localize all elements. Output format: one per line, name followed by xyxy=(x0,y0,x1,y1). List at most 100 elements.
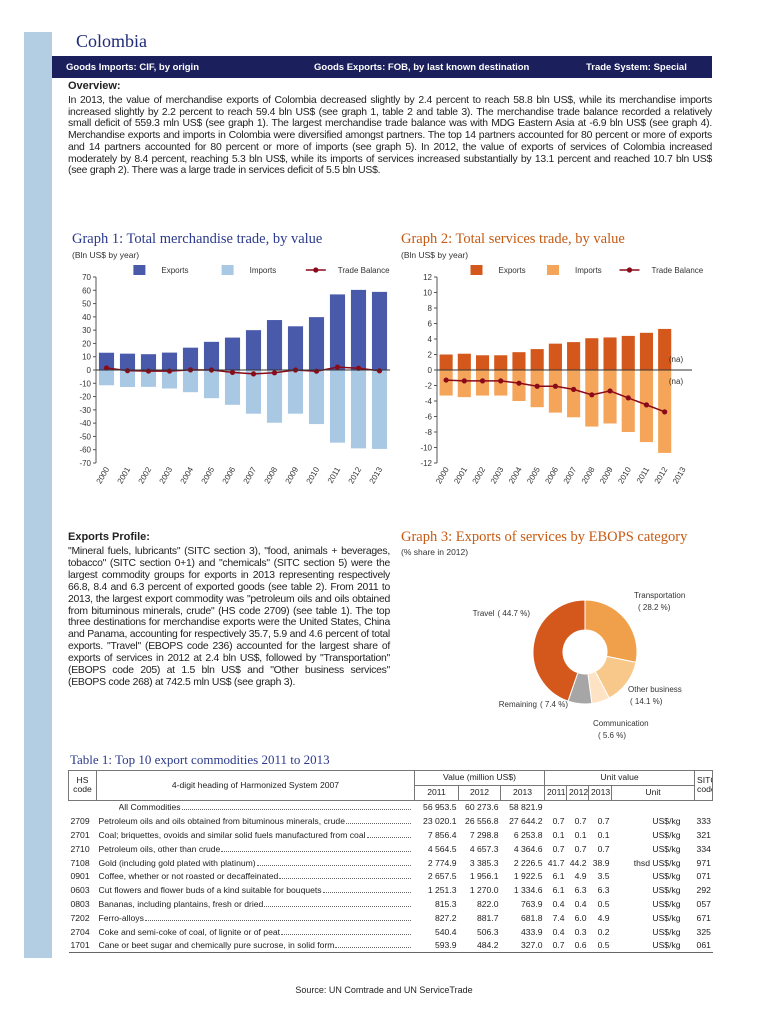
y-tick-label: 30 xyxy=(82,326,91,335)
bar xyxy=(182,370,199,393)
table-row: 2709 Petroleum oils and oils obtained fro… xyxy=(69,814,713,828)
unit: US$/kg xyxy=(652,912,681,923)
x-tick-label: 2013 xyxy=(671,465,688,485)
slice-value-label: ( 44.7 %) xyxy=(498,609,531,618)
bar xyxy=(639,332,654,370)
point xyxy=(103,365,110,371)
x-tick-label: 2005 xyxy=(200,465,217,485)
heading-cell: Coal; briquettes, ovoids and similar sol… xyxy=(97,828,415,842)
header-row: HS code 4-digit heading of Harmonized Sys… xyxy=(68,770,714,801)
heading-cell: Cane or beet sugar and chemically pure s… xyxy=(97,939,415,953)
y-tick-label: -60 xyxy=(79,446,91,455)
value: 484.2 xyxy=(476,940,499,951)
y-tick-label: -12 xyxy=(420,459,432,468)
unit-value: 6.3 xyxy=(574,885,587,896)
leader: Cane or beet sugar and chemically pure s… xyxy=(99,940,413,950)
legend-swatch xyxy=(470,265,483,275)
unit: US$/kg xyxy=(652,843,681,854)
heading: Gold (including gold plated with platinu… xyxy=(98,857,256,868)
value: 2 226.5 xyxy=(513,857,543,868)
slice-value-label: ( 7.4 %) xyxy=(540,700,568,709)
value: 815.3 xyxy=(434,899,457,910)
exports-profile-text: "Mineral fuels, lubricants" (SITC sectio… xyxy=(68,546,390,688)
bar xyxy=(567,370,581,418)
value: 2 657.5 xyxy=(427,871,457,882)
value: 1 922.5 xyxy=(513,871,543,882)
bar xyxy=(603,370,617,424)
x-tick-label: 2013 xyxy=(368,465,385,485)
graph-title: Graph 3: Exports of services by EBOPS ca… xyxy=(401,529,688,545)
heading: Petroleum oils, other than crude xyxy=(98,843,221,854)
value: 822.0 xyxy=(476,899,499,910)
x-tick-label: 2003 xyxy=(158,465,175,485)
slice-label: Travel( 44.7 %) xyxy=(473,609,531,618)
unit-value: 0.1 xyxy=(597,830,610,841)
legend-label: Trade Balance xyxy=(652,266,704,275)
bar xyxy=(439,370,453,396)
value: 58 821.9 xyxy=(509,802,543,813)
bar xyxy=(98,370,115,386)
heading-cell: Gold (including gold plated with platinu… xyxy=(97,856,415,870)
leader: All Commodities xyxy=(119,802,413,812)
value: 7 856.4 xyxy=(427,830,457,841)
table-row: 0603 Cut flowers and flower buds of a kin… xyxy=(69,883,713,897)
x-tick-label: 2011 xyxy=(635,465,652,485)
x-tick-label: 2010 xyxy=(616,465,633,485)
y-tick-label: 0 xyxy=(428,366,433,375)
donut-slice xyxy=(532,599,586,702)
table-row: 2704 Coke and semi-coke of coal, of ligni… xyxy=(69,925,713,939)
unit: US$/kg xyxy=(652,926,681,937)
hs-code: 0803 xyxy=(70,899,90,910)
x-tick-label: 2007 xyxy=(242,465,259,485)
point xyxy=(124,368,131,374)
bar xyxy=(371,370,388,449)
y-tick-label: -70 xyxy=(79,459,91,468)
y-tick-label: -10 xyxy=(79,379,91,388)
heading: Ferro-alloys xyxy=(98,912,144,923)
y-tick-label: -2 xyxy=(425,382,433,391)
legend-swatch xyxy=(547,265,559,275)
unit-value: 0.7 xyxy=(552,940,565,951)
table-title: Table 1: Top 10 export commodities 2011 … xyxy=(70,752,330,767)
commodities-table: HS code 4-digit heading of Harmonized Sys… xyxy=(68,770,714,954)
bar xyxy=(567,342,581,370)
year-header: 2013 xyxy=(588,784,613,801)
cell xyxy=(69,800,97,814)
sitc-code: 971 xyxy=(696,857,711,868)
x-tick-label: 2006 xyxy=(221,465,238,485)
bar xyxy=(203,370,220,399)
unit: US$/kg xyxy=(652,885,681,896)
cell xyxy=(567,800,589,814)
heading: All Commodities xyxy=(118,802,181,813)
hs-code: 0901 xyxy=(70,871,90,882)
sitc-code: 334 xyxy=(696,843,711,854)
bar xyxy=(621,370,635,432)
x-tick-label: 2012 xyxy=(653,465,670,485)
value: 1 270.0 xyxy=(469,885,499,896)
y-tick-label: 50 xyxy=(82,300,91,309)
heading: Coal; briquettes, ovoids and similar sol… xyxy=(98,830,366,841)
bar xyxy=(585,370,599,427)
value: 827.2 xyxy=(434,912,457,923)
value: 540.4 xyxy=(434,926,457,937)
bar xyxy=(548,343,562,370)
heading-cell: Cut flowers and flower buds of a kind su… xyxy=(97,883,415,897)
leader: Petroleum oils and oils obtained from bi… xyxy=(99,816,413,826)
y-tick-label: 0 xyxy=(87,366,92,375)
sitc-code: 325 xyxy=(696,926,711,937)
chart: -70 -60 -50 -40 -30 -20 -10 0 10 20 30 40 50 60 70 Expo… xyxy=(79,265,390,485)
x-tick-label: 2000 xyxy=(434,465,451,485)
slice-label: Other business xyxy=(628,685,682,694)
leader: Gold (including gold plated with platinu… xyxy=(99,858,413,868)
x-tick-label: 2011 xyxy=(326,465,343,485)
legend-swatch xyxy=(221,265,234,275)
legend-swatch xyxy=(313,267,319,273)
y-tick-label: 6 xyxy=(428,320,433,329)
unit: thsd US$/kg xyxy=(633,857,681,868)
y-tick-label: 12 xyxy=(423,273,432,282)
sitc-code: 057 xyxy=(696,899,711,910)
unit-value: 4.9 xyxy=(574,871,587,882)
hs-code: 7108 xyxy=(70,857,90,868)
y-tick-label: -50 xyxy=(79,432,91,441)
value: 7 298.8 xyxy=(469,830,499,841)
